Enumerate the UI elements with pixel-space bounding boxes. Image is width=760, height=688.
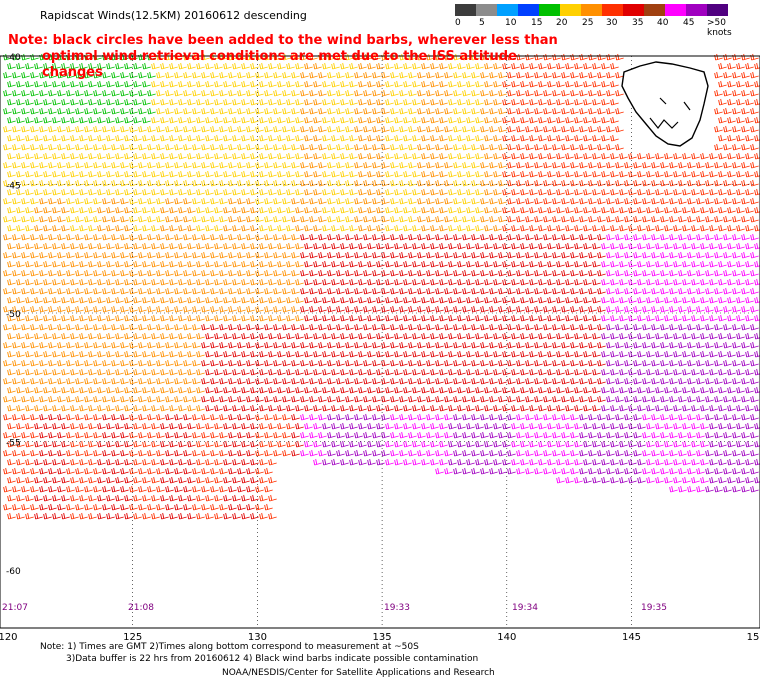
pass-time-label: 21:08 (128, 603, 154, 613)
longitude-label: 130 (248, 632, 267, 643)
legend-swatch (686, 4, 707, 16)
longitude-label: 120 (0, 632, 18, 643)
speed-legend-labels: 0 5 10 15 20 25 30 35 40 45 >50 knots (455, 16, 732, 38)
legend-swatch (560, 4, 581, 16)
legend-swatch (581, 4, 602, 16)
longitude-label: 145 (622, 632, 641, 643)
legend-label: 40 (657, 18, 669, 28)
footer-note-1: Note: 1) Times are GMT 2)Times along bot… (40, 642, 419, 652)
speed-color-bar (455, 4, 728, 16)
legend-label: 20 (556, 18, 568, 28)
latitude-label: -40 (6, 53, 21, 63)
legend-swatch (623, 4, 644, 16)
lat-lon-grid (8, 56, 756, 628)
pass-time-label: 21:07 (2, 603, 28, 613)
latitude-label: -60 (6, 567, 21, 577)
speed-legend: 0 5 10 15 20 25 30 35 40 45 >50 knots (455, 4, 732, 38)
legend-swatch (707, 4, 728, 16)
tasmania-landmass (621, 61, 709, 147)
longitude-label: 140 (497, 632, 516, 643)
wind-barbs-layer (3, 53, 760, 520)
legend-swatch (455, 4, 476, 16)
legend-swatch (497, 4, 518, 16)
pass-time-label: 19:35 (641, 603, 667, 613)
legend-label: 5 (479, 18, 485, 28)
legend-label: >50 knots (707, 18, 732, 38)
longitude-label: 150 (747, 632, 760, 643)
footer-note-2: 3)Data buffer is 22 hrs from 20160612 4)… (66, 654, 479, 664)
legend-label: 35 (632, 18, 644, 28)
legend-swatch (518, 4, 539, 16)
legend-swatch (644, 4, 665, 16)
latitude-label: -50 (6, 310, 21, 320)
legend-label: 15 (531, 18, 543, 28)
tasmania-coastline (621, 61, 709, 147)
contamination-note: Note: black circles have been added to t… (8, 33, 568, 81)
legend-swatch (476, 4, 497, 16)
latitude-label: -55 (6, 439, 21, 449)
legend-label: 10 (505, 18, 517, 28)
pass-time-label: 19:34 (512, 603, 538, 613)
legend-label: 0 (455, 18, 461, 28)
footer-credit: NOAA/NESDIS/Center for Satellite Applica… (222, 668, 495, 678)
legend-label: 45 (683, 18, 695, 28)
note-line-1: Note: black circles have been added to t… (8, 33, 558, 48)
tasmania-inner-coast (649, 97, 691, 129)
legend-label: 25 (582, 18, 594, 28)
legend-swatch (665, 4, 686, 16)
latitude-label: -45 (6, 182, 21, 192)
map-title: Rapidscat Winds(12.5KM) 20160612 descend… (40, 9, 307, 22)
pass-time-label: 19:33 (384, 603, 410, 613)
legend-swatch (602, 4, 623, 16)
longitude-label: 135 (373, 632, 392, 643)
note-line-2: optimal wind retrieval conditions are me… (42, 49, 517, 80)
longitude-label: 125 (123, 632, 142, 643)
legend-swatch (539, 4, 560, 16)
legend-label: 30 (606, 18, 618, 28)
